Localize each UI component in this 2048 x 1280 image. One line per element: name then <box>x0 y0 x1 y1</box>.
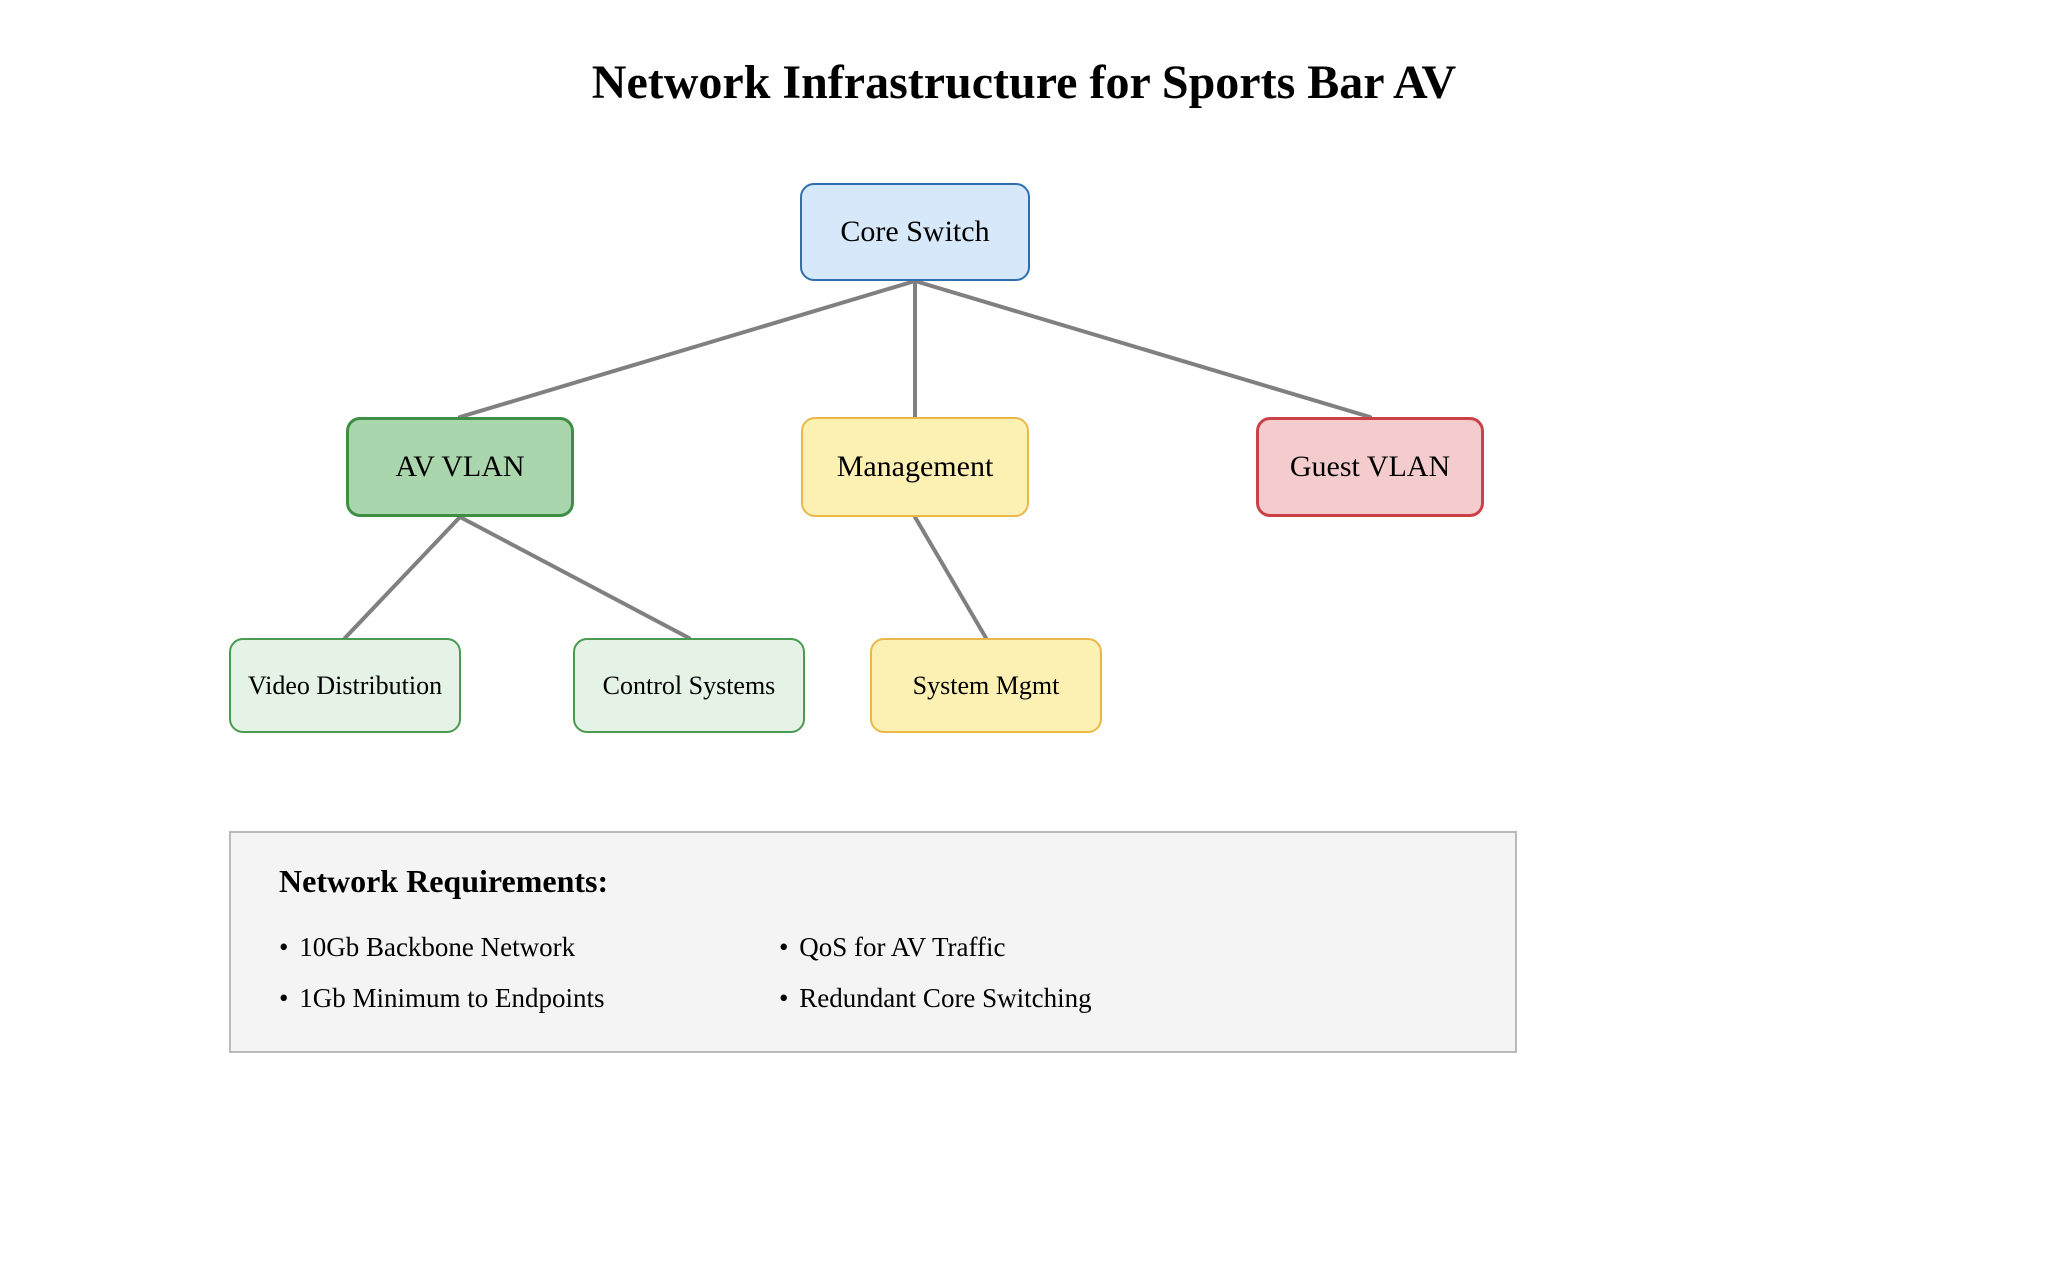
node-av-vlan: AV VLAN <box>346 417 574 517</box>
requirement-item: 10Gb Backbone Network <box>279 922 779 973</box>
node-guest-vlan: Guest VLAN <box>1256 417 1484 517</box>
node-video-dist: Video Distribution <box>229 638 461 733</box>
node-system-mgmt: System Mgmt <box>870 638 1102 733</box>
requirement-item: 1Gb Minimum to Endpoints <box>279 973 779 1024</box>
node-core: Core Switch <box>800 183 1030 281</box>
requirements-title: Network Requirements: <box>279 863 1467 900</box>
requirements-box: Network Requirements: 10Gb Backbone Netw… <box>229 831 1517 1053</box>
requirements-col-2: QoS for AV Traffic Redundant Core Switch… <box>779 922 1279 1025</box>
requirement-item: Redundant Core Switching <box>779 973 1279 1024</box>
requirements-columns: 10Gb Backbone Network 1Gb Minimum to End… <box>279 922 1467 1025</box>
node-management: Management <box>801 417 1029 517</box>
requirement-item: QoS for AV Traffic <box>779 922 1279 973</box>
diagram-canvas: Network Infrastructure for Sports Bar AV… <box>0 0 2048 1280</box>
requirements-col-1: 10Gb Backbone Network 1Gb Minimum to End… <box>279 922 779 1025</box>
page-title: Network Infrastructure for Sports Bar AV <box>0 55 2048 110</box>
node-control-sys: Control Systems <box>573 638 805 733</box>
